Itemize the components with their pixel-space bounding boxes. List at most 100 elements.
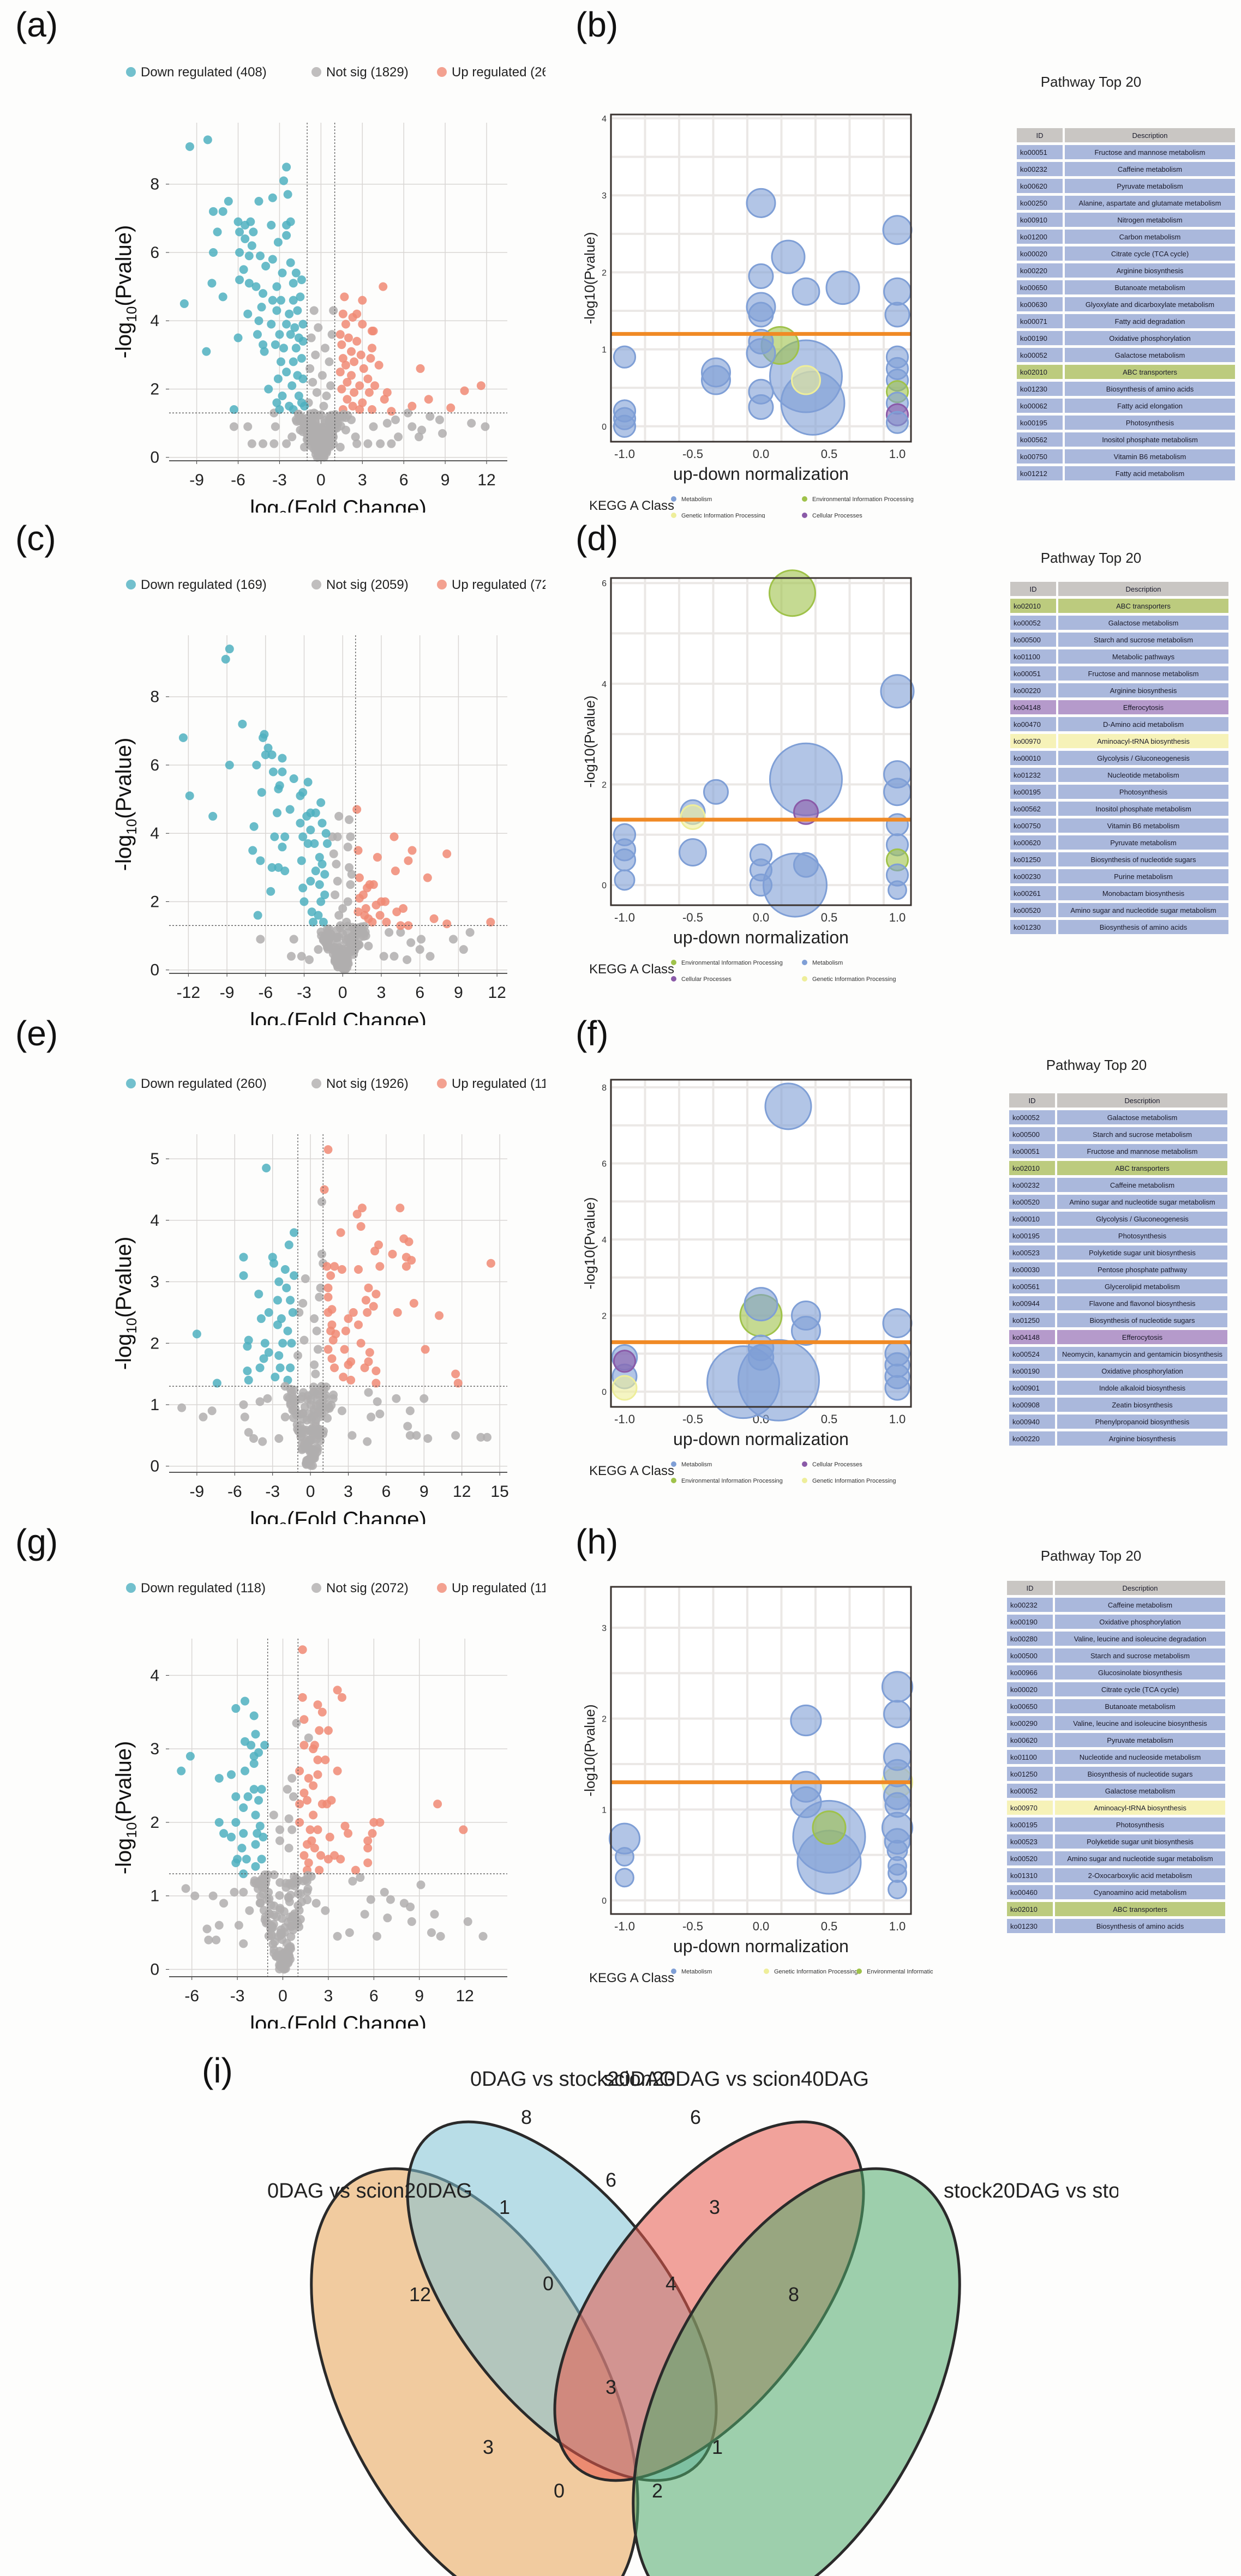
- point-notsig: [342, 949, 351, 958]
- table-row: ko01100 Nucleotide and nucleoside metabol…: [1007, 1750, 1225, 1764]
- pathway-id: ko00630: [1017, 297, 1063, 311]
- pathway-id: ko00220: [1017, 263, 1063, 278]
- y-tick-label: 1: [150, 1887, 159, 1905]
- pathway-description: Monobactam biosynthesis: [1058, 886, 1228, 900]
- y-tick-label: 5: [150, 1150, 159, 1168]
- point-up: [371, 1290, 380, 1298]
- point-notsig: [383, 1913, 392, 1922]
- point-notsig: [311, 1370, 320, 1379]
- pathway-id: ko01230: [1007, 1919, 1053, 1933]
- table-row: ko00650 Butanoate metabolism: [1007, 1699, 1225, 1713]
- point-notsig: [317, 1250, 326, 1259]
- point-down: [219, 207, 227, 216]
- point-up: [318, 1708, 327, 1717]
- pathway-description: Fatty acid degradation: [1065, 314, 1235, 328]
- pathway-description: Oxidative phosphorylation: [1065, 331, 1235, 345]
- point-down: [266, 887, 275, 896]
- point-up: [350, 357, 358, 366]
- point-down: [241, 234, 249, 243]
- point-down: [271, 340, 280, 349]
- table-row: ko01230 Biosynthesis of amino acids: [1010, 920, 1228, 934]
- volcano-plot-e: Down regulated (260) Not sig (1926) Up reg…: [0, 1044, 545, 1524]
- y-tick-label: 0: [602, 1388, 607, 1397]
- point-notsig: [203, 1924, 212, 1933]
- point-down: [231, 1792, 240, 1801]
- pathway-description: Inositol phosphate metabolism: [1058, 802, 1228, 816]
- pathway-id: ko00500: [1007, 1648, 1053, 1663]
- pathway-description: Alanine, aspartate and glutamate metabol…: [1065, 196, 1235, 210]
- venn-region-abc: 0: [543, 2272, 554, 2295]
- pathway-description: Biosynthesis of amino acids: [1055, 1919, 1225, 1933]
- point-down: [278, 269, 287, 278]
- point-up: [350, 388, 358, 397]
- point-notsig: [423, 1434, 432, 1443]
- y-tick-label: 2: [150, 1334, 159, 1352]
- point-up: [333, 1767, 342, 1775]
- table-row: ko00010 Glycolysis / Gluconeogenesis: [1010, 751, 1228, 765]
- point-down: [293, 306, 302, 315]
- pathway-description: Photosynthesis: [1055, 1817, 1225, 1832]
- point-down: [318, 860, 327, 869]
- column-header: ID: [1009, 1093, 1055, 1108]
- point-notsig: [204, 1936, 213, 1945]
- pathway-id: ko00500: [1009, 1127, 1055, 1141]
- point-down: [257, 1314, 266, 1323]
- table-row: ko00232 Caffeine metabolism: [1009, 1178, 1227, 1192]
- point-up: [355, 381, 364, 390]
- table-row: ko00908 Zeatin biosynthesis: [1009, 1398, 1227, 1412]
- table-row: ko01310 2-Oxocarboxylic acid metabolism: [1007, 1868, 1225, 1882]
- pathway-id: ko00190: [1009, 1364, 1055, 1378]
- point-notsig: [263, 1394, 272, 1403]
- point-down: [274, 785, 283, 793]
- y-tick-label: 3: [150, 1273, 159, 1291]
- bubble-metabolism: [881, 675, 914, 708]
- point-notsig: [258, 1437, 267, 1446]
- table-row: ko00062 Fatty acid elongation: [1017, 399, 1235, 413]
- point-up: [354, 846, 363, 855]
- point-up: [402, 1262, 411, 1271]
- legend-item-notsig: Not sig (1926): [311, 1076, 409, 1091]
- y-tick-label: 4: [602, 680, 607, 689]
- table-row: ko00250 Alanine, aspartate and glutamate …: [1017, 196, 1235, 210]
- point-up: [376, 911, 385, 920]
- pathway-id: ko01232: [1010, 768, 1056, 782]
- table-row: ko04148 Efferocytosis: [1010, 700, 1228, 714]
- point-notsig: [416, 945, 424, 954]
- x-tick-label: -6: [258, 984, 273, 1002]
- point-up: [363, 1844, 372, 1852]
- bubble-metabolism: [615, 870, 634, 890]
- legend-item-up: Up regulated (72): [437, 577, 545, 592]
- point-up: [359, 364, 368, 373]
- point-up: [382, 918, 391, 926]
- point-up: [344, 1361, 353, 1369]
- point-notsig: [304, 1734, 313, 1742]
- pathway-id: ko00523: [1007, 1834, 1053, 1849]
- point-down: [209, 207, 218, 216]
- pathway-description: Pentose phosphate pathway: [1057, 1262, 1227, 1277]
- point-down: [269, 1259, 278, 1268]
- pathway-id: ko01230: [1017, 382, 1063, 396]
- point-up: [373, 853, 382, 862]
- pathway-description: Valine, leucine and isoleucine biosynthe…: [1055, 1716, 1225, 1730]
- table-row: ko00620 Pyruvate metabolism: [1007, 1733, 1225, 1747]
- point-up: [337, 384, 346, 393]
- legend-marker-notsig: [311, 67, 321, 77]
- pathway-description: Arginine biosynthesis: [1057, 1431, 1227, 1446]
- point-up: [343, 378, 351, 387]
- point-notsig: [417, 935, 425, 943]
- legend-label-up: Up regulated (110): [452, 1581, 545, 1596]
- legend-marker-genetic_info: [764, 1969, 769, 1974]
- point-down: [282, 231, 291, 240]
- x-tick-label: -12: [177, 984, 200, 1002]
- point-notsig: [297, 952, 306, 961]
- table-row: ko00520 Amino sugar and nucleotide sugar …: [1009, 1195, 1227, 1209]
- bubble-metabolism: [791, 1705, 821, 1735]
- point-down: [275, 330, 284, 339]
- point-up: [351, 1866, 360, 1875]
- y-tick-label: 4: [150, 1666, 159, 1684]
- point-notsig: [321, 344, 329, 352]
- legend-item-notsig: Not sig (2059): [311, 577, 409, 592]
- pathway-id: ko00195: [1010, 785, 1056, 799]
- point-notsig: [209, 1892, 218, 1900]
- pathway-id: ko00523: [1009, 1245, 1055, 1260]
